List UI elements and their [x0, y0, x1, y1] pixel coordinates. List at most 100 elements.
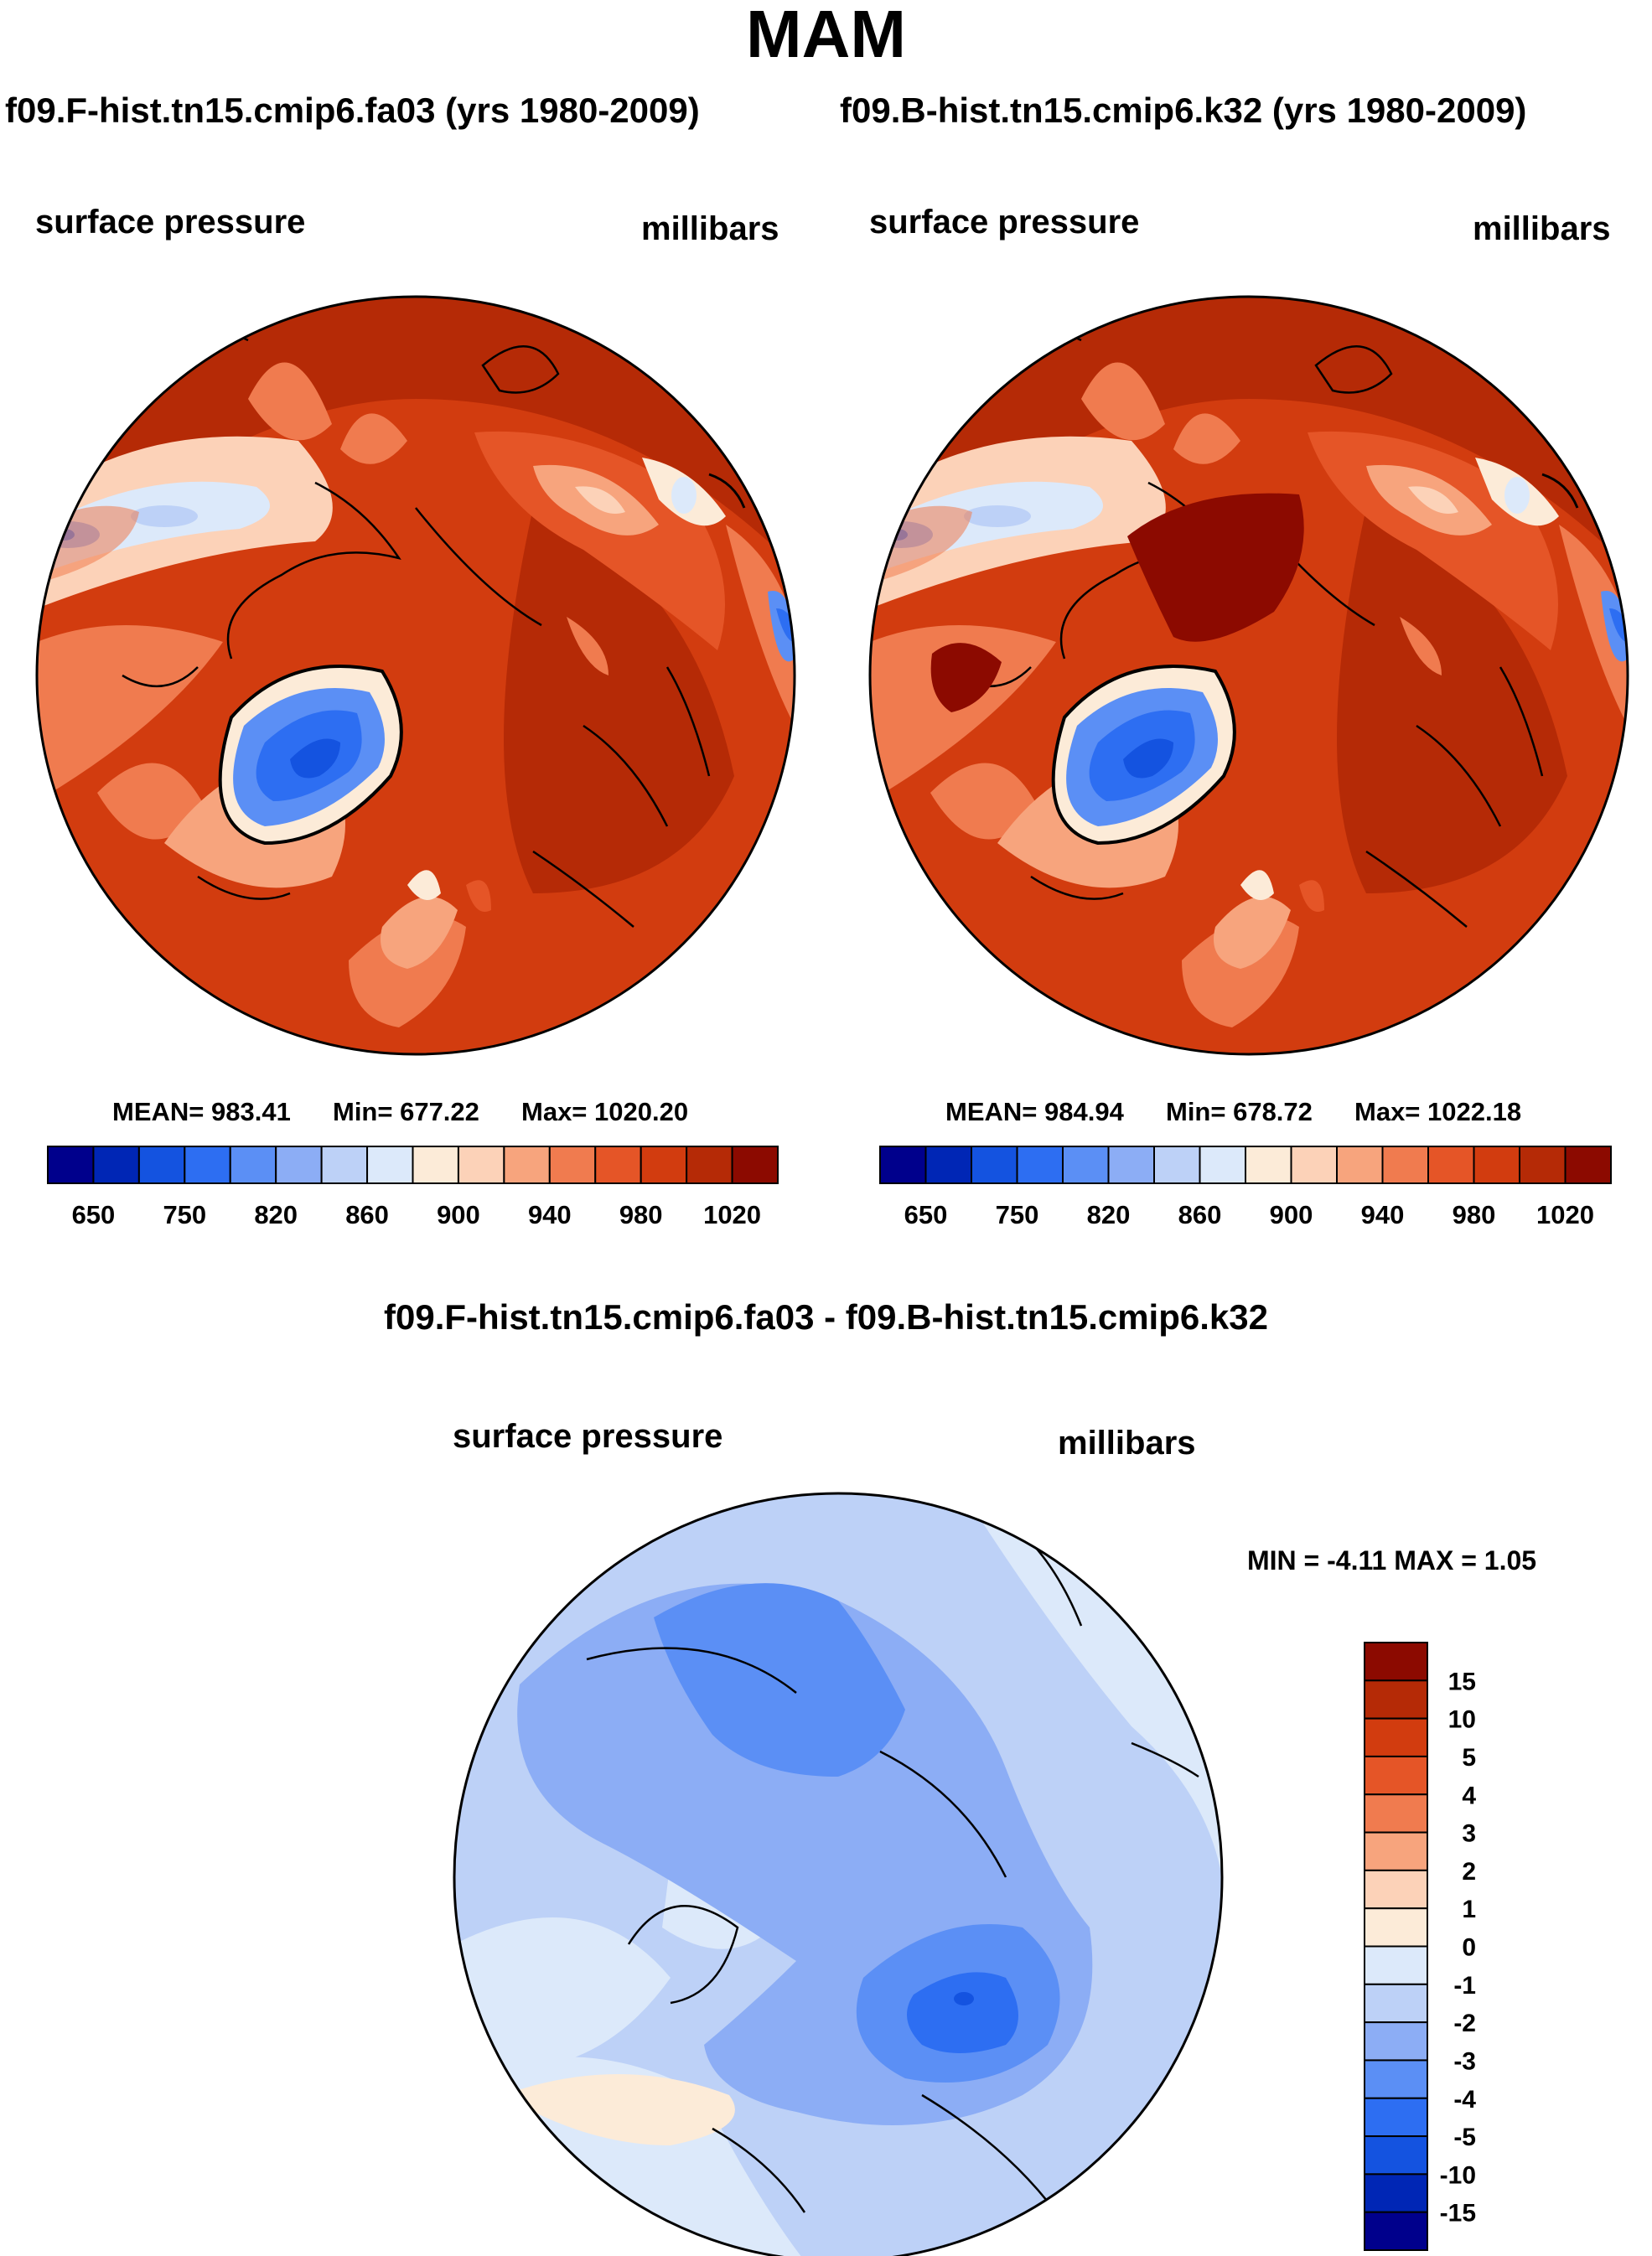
colorbar-swatch	[971, 1146, 1018, 1184]
colorbar-swatch	[1016, 1146, 1064, 1184]
colorbar-swatch	[1519, 1146, 1567, 1184]
colorbar-swatch	[594, 1146, 642, 1184]
colorbar-swatch	[1364, 2173, 1428, 2213]
colorbar-tick-label: 650	[72, 1200, 116, 1229]
colorbar-swatch	[137, 1146, 186, 1184]
colorbar-swatch	[1107, 1146, 1155, 1184]
colorbar-swatch	[1364, 1755, 1428, 1796]
colorbar-tick-label: 5	[1462, 1744, 1476, 1772]
colorbar-swatch	[92, 1146, 140, 1184]
diff-min-max-label: MIN = -4.11 MAX = 1.05	[1247, 1545, 1537, 1576]
colorbar-swatch	[548, 1146, 597, 1184]
colorbar-tick-label: 820	[254, 1200, 298, 1229]
colorbar-swatch	[1336, 1146, 1384, 1184]
colorbar-tick-label: -15	[1440, 2200, 1476, 2228]
left-mean-stat: MEAN= 983.41	[112, 1097, 291, 1126]
left-case-title: f09.F-hist.tn15.cmip6.fa03 (yrs 1980-200…	[5, 91, 700, 130]
colorbar-swatch	[457, 1146, 505, 1184]
main-title: MAM	[745, 0, 907, 71]
difference-title: f09.F-hist.tn15.cmip6.fa03 - f09.B-hist.…	[383, 1297, 1268, 1337]
colorbar-swatch	[1473, 1146, 1520, 1184]
colorbar-tick-label: 980	[619, 1200, 663, 1229]
colorbar-tick-label: 15	[1448, 1668, 1476, 1695]
colorbar-swatch	[47, 1146, 95, 1184]
colorbar-swatch	[1153, 1146, 1201, 1184]
left-units-label: millibars	[641, 210, 779, 247]
colorbar-swatch	[686, 1146, 733, 1184]
colorbar-tick-label: 860	[345, 1200, 389, 1229]
colorbar-tick-label: -10	[1440, 2161, 1476, 2189]
right-colorbar: 650 750 820 860 900 940 980 1020	[879, 1146, 1612, 1229]
colorbar-tick-label: -1	[1453, 1972, 1476, 2000]
right-units-label: millibars	[1473, 210, 1611, 247]
colorbar-swatch	[924, 1146, 972, 1184]
colorbar-swatch	[1062, 1146, 1110, 1184]
colorbar-swatch	[320, 1146, 369, 1184]
colorbar-swatch	[1364, 1869, 1428, 1910]
colorbar-swatch	[1427, 1146, 1475, 1184]
colorbar-tick-label: 900	[437, 1200, 480, 1229]
colorbar-swatch	[1364, 1945, 1428, 1985]
colorbar-swatch	[879, 1146, 927, 1184]
colorbar-tick-label: 980	[1453, 1200, 1496, 1229]
colorbar-tick-label: -3	[1453, 2047, 1476, 2075]
diff-variable-label: surface pressure	[453, 1418, 723, 1455]
colorbar-swatch	[1364, 2211, 1428, 2251]
right-variable-label: surface pressure	[869, 204, 1140, 241]
colorbar-swatch	[366, 1146, 414, 1184]
colorbar-swatch	[1364, 1642, 1428, 1682]
colorbar-tick-label: 750	[996, 1200, 1039, 1229]
colorbar-swatch	[1364, 2059, 1428, 2099]
colorbar-swatch	[1381, 1146, 1429, 1184]
colorbar-swatch	[1364, 2135, 1428, 2176]
colorbar-tick-label: 2	[1462, 1858, 1476, 1886]
colorbar-tick-label: -4	[1453, 2086, 1476, 2114]
colorbar-swatch	[275, 1146, 323, 1184]
colorbar-swatch	[503, 1146, 551, 1184]
left-colorbar: 650 750 820 860 900 940 980 1020	[47, 1146, 779, 1229]
colorbar-swatch	[1245, 1146, 1292, 1184]
colorbar-tick-label: 860	[1178, 1200, 1222, 1229]
colorbar-tick-label: 940	[1361, 1200, 1405, 1229]
colorbar-tick-label: 0	[1462, 1934, 1476, 1962]
colorbar-tick-label: 1	[1462, 1896, 1476, 1923]
left-variable-label: surface pressure	[35, 204, 306, 241]
right-case-title: f09.B-hist.tn15.cmip6.k32 (yrs 1980-2009…	[840, 91, 1527, 130]
colorbar-swatch	[1564, 1146, 1612, 1184]
colorbar-swatch	[412, 1146, 459, 1184]
right-mean-stat: MEAN= 984.94	[945, 1097, 1124, 1126]
colorbar-swatch	[1290, 1146, 1338, 1184]
right-max-stat: Max= 1022.18	[1354, 1097, 1522, 1126]
colorbar-swatch	[1364, 1907, 1428, 1948]
colorbar-tick-label: 650	[904, 1200, 948, 1229]
colorbar-swatch	[640, 1146, 688, 1184]
colorbar-swatch	[229, 1146, 277, 1184]
left-min-stat: Min= 677.22	[333, 1097, 479, 1126]
colorbar-swatch	[1364, 2021, 1428, 2062]
colorbar-tick-label: 940	[528, 1200, 572, 1229]
colorbar-swatch	[1364, 1679, 1428, 1720]
colorbar-tick-label: 750	[163, 1200, 206, 1229]
left-max-stat: Max= 1020.20	[521, 1097, 689, 1126]
colorbar-tick-label: 900	[1270, 1200, 1313, 1229]
colorbar-swatch	[1364, 1983, 1428, 2024]
colorbar-tick-label: 3	[1462, 1820, 1476, 1848]
colorbar-tick-label: 820	[1087, 1200, 1131, 1229]
diff-units-label: millibars	[1058, 1425, 1196, 1462]
colorbar-swatch	[1364, 2097, 1428, 2138]
colorbar-tick-label: -5	[1453, 2124, 1476, 2151]
difference-polar-map	[453, 1492, 1224, 2256]
colorbar-swatch	[184, 1146, 231, 1184]
right-min-stat: Min= 678.72	[1166, 1097, 1313, 1126]
colorbar-tick-label: -2	[1453, 2010, 1476, 2037]
colorbar-swatch	[1364, 1793, 1428, 1834]
colorbar-swatch	[1199, 1146, 1246, 1184]
left-polar-map	[35, 295, 796, 1056]
colorbar-swatch	[731, 1146, 779, 1184]
colorbar-tick-label: 10	[1448, 1706, 1476, 1734]
colorbar-swatch	[1364, 1831, 1428, 1871]
colorbar-tick-label: 4	[1462, 1782, 1476, 1809]
colorbar-swatch	[1364, 1717, 1428, 1757]
